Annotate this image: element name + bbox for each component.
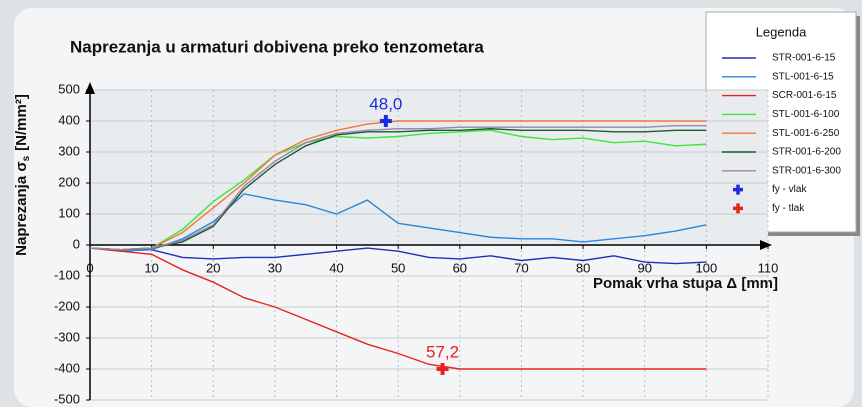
x-tick-label: 60 [453, 260, 467, 275]
legend-label: fy - vlak [772, 184, 807, 195]
legend-label: STL-001-6-100 [772, 109, 840, 120]
legend-label: fy - tlak [772, 203, 805, 214]
x-tick-label: 110 [758, 260, 779, 275]
legend-label: STR-001-6-300 [772, 165, 841, 176]
legend-title: Legenda [756, 24, 807, 39]
y-label-main: Naprezanja σ [13, 161, 30, 255]
legend-label: STR-001-6-200 [772, 147, 841, 158]
y-tick-label: 0 [73, 236, 80, 251]
y-tick-label: -300 [54, 329, 80, 344]
legend-label: STL-001-6-15 [772, 71, 834, 82]
y-tick-label: 100 [58, 205, 80, 220]
legend-label: SCR-001-6-15 [772, 90, 837, 101]
y-label-sub: s [21, 155, 32, 161]
data-label: 57,2 [426, 342, 459, 361]
x-tick-label: 50 [391, 260, 405, 275]
legend-label: STR-001-6-15 [772, 53, 836, 64]
y-tick-label: -100 [54, 267, 80, 282]
x-tick-label: 20 [206, 260, 220, 275]
y-tick-label: -400 [54, 360, 80, 375]
chart-title: Naprezanja u armaturi dobivena preko ten… [70, 37, 484, 56]
x-axis-label: Pomak vrha stupa Δ [mm] [593, 275, 778, 292]
chart: Naprezanja u armaturi dobivena preko ten… [0, 0, 862, 407]
y-tick-label: -200 [54, 298, 80, 313]
legend-label: STL-001-6-250 [772, 128, 840, 139]
page: Naprezanja u armaturi dobivena preko ten… [0, 0, 862, 407]
y-label-unit: [N/mm²] [13, 94, 30, 151]
y-tick-label: 500 [58, 81, 80, 96]
x-tick-label: 30 [268, 260, 282, 275]
y-tick-label: 400 [58, 112, 80, 127]
y-tick-label: -500 [54, 391, 80, 406]
x-tick-label: 70 [514, 260, 528, 275]
data-label: 48,0 [369, 94, 402, 113]
x-tick-label: 10 [144, 260, 158, 275]
y-tick-label: 300 [58, 143, 80, 158]
y-tick-label: 200 [58, 174, 80, 189]
x-tick-label: 40 [329, 260, 343, 275]
x-tick-label: 80 [576, 260, 590, 275]
y-axis-label: Naprezanja σs [N/mm²] [13, 94, 32, 256]
